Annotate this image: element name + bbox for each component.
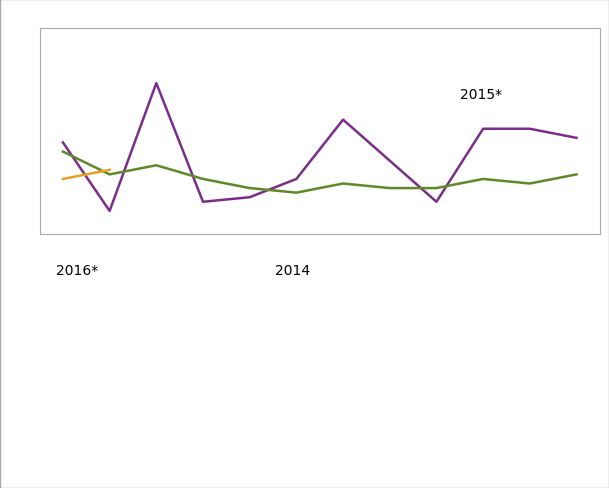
Text: 2015*: 2015* [460, 88, 502, 102]
Text: 2016*: 2016* [57, 264, 99, 278]
Text: 2014: 2014 [275, 264, 310, 278]
